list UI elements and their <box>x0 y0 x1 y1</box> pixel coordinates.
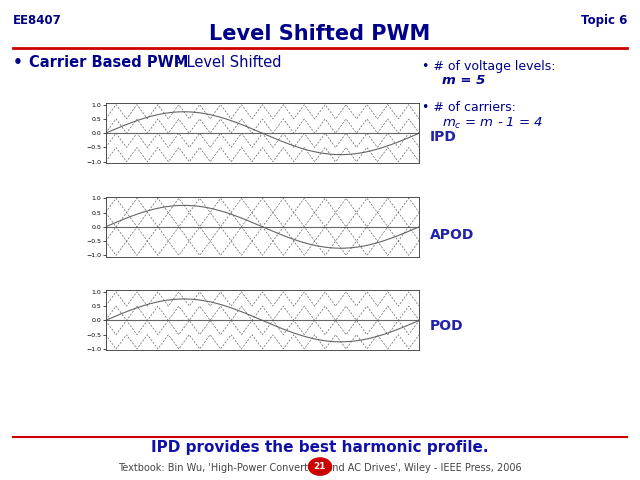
Text: POD: POD <box>430 319 464 334</box>
Text: APOD: APOD <box>430 228 474 242</box>
Text: •: • <box>13 55 22 70</box>
Text: IPD provides the best harmonic profile.: IPD provides the best harmonic profile. <box>151 440 489 455</box>
Text: m = 5: m = 5 <box>442 74 485 87</box>
Text: $m_c$ = m - 1 = 4: $m_c$ = m - 1 = 4 <box>442 116 543 131</box>
Text: 21: 21 <box>314 462 326 471</box>
Text: • # of voltage levels:: • # of voltage levels: <box>422 60 556 73</box>
Text: IPD: IPD <box>430 130 457 144</box>
Text: Carrier Based PWM: Carrier Based PWM <box>29 55 188 70</box>
Text: EE8407: EE8407 <box>13 14 61 27</box>
Text: – Level Shifted: – Level Shifted <box>170 55 281 70</box>
Text: • # of carriers:: • # of carriers: <box>422 101 516 114</box>
Text: Textbook: Bin Wu, 'High-Power Converters and AC Drives', Wiley - IEEE Press, 200: Textbook: Bin Wu, 'High-Power Converters… <box>118 463 522 473</box>
Circle shape <box>308 458 332 475</box>
Text: Level Shifted PWM: Level Shifted PWM <box>209 24 431 44</box>
Text: Topic 6: Topic 6 <box>581 14 627 27</box>
